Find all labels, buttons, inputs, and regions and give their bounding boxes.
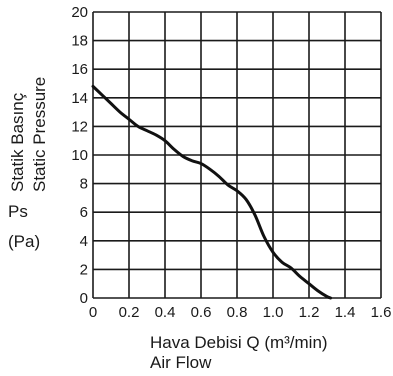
y-tick-label: 16: [71, 61, 88, 78]
y-axis-label-english: Static Pressure: [30, 76, 49, 192]
x-tick-label: 1.0: [263, 304, 284, 321]
x-tick-label: 0.2: [119, 304, 140, 321]
x-tick-label: 1.2: [299, 304, 320, 321]
x-tick-label: 1.6: [371, 304, 392, 321]
y-tick-label: 20: [71, 4, 88, 21]
y-tick-label: 6: [80, 204, 88, 221]
y-tick-label: 14: [71, 90, 88, 107]
pressure-flow-curve: [91, 84, 333, 300]
y-tick-label: 4: [80, 233, 88, 250]
x-tick-label: 0: [89, 304, 97, 321]
x-tick-labels: 0 0.2 0.4 0.6 0.8 1.0 1.2 1.4 1.6: [89, 304, 392, 321]
x-tick-label: 0.4: [155, 304, 176, 321]
y-tick-label: 10: [71, 147, 88, 164]
x-tick-label: 0.8: [227, 304, 248, 321]
y-tick-label: 8: [80, 176, 88, 193]
x-axis-label-english: Air Flow: [150, 353, 212, 372]
y-axis-symbol: Ps: [8, 202, 28, 221]
x-axis-label-turkish: Hava Debisi Q (m³/min): [150, 333, 328, 352]
y-axis-unit: (Pa): [8, 232, 41, 251]
y-axis-label-turkish: Statik Basınç: [8, 92, 27, 192]
x-tick-label: 1.4: [335, 304, 356, 321]
y-tick-label: 18: [71, 33, 88, 50]
y-tick-label: 12: [71, 118, 88, 135]
series-layer: [91, 84, 333, 300]
x-tick-label: 0.6: [191, 304, 212, 321]
y-tick-labels: 0 2 4 6 8 10 12 14 16 18 20: [71, 4, 88, 307]
y-tick-label: 0: [80, 290, 88, 307]
grid: [92, 11, 382, 299]
y-tick-label: 2: [80, 261, 88, 278]
